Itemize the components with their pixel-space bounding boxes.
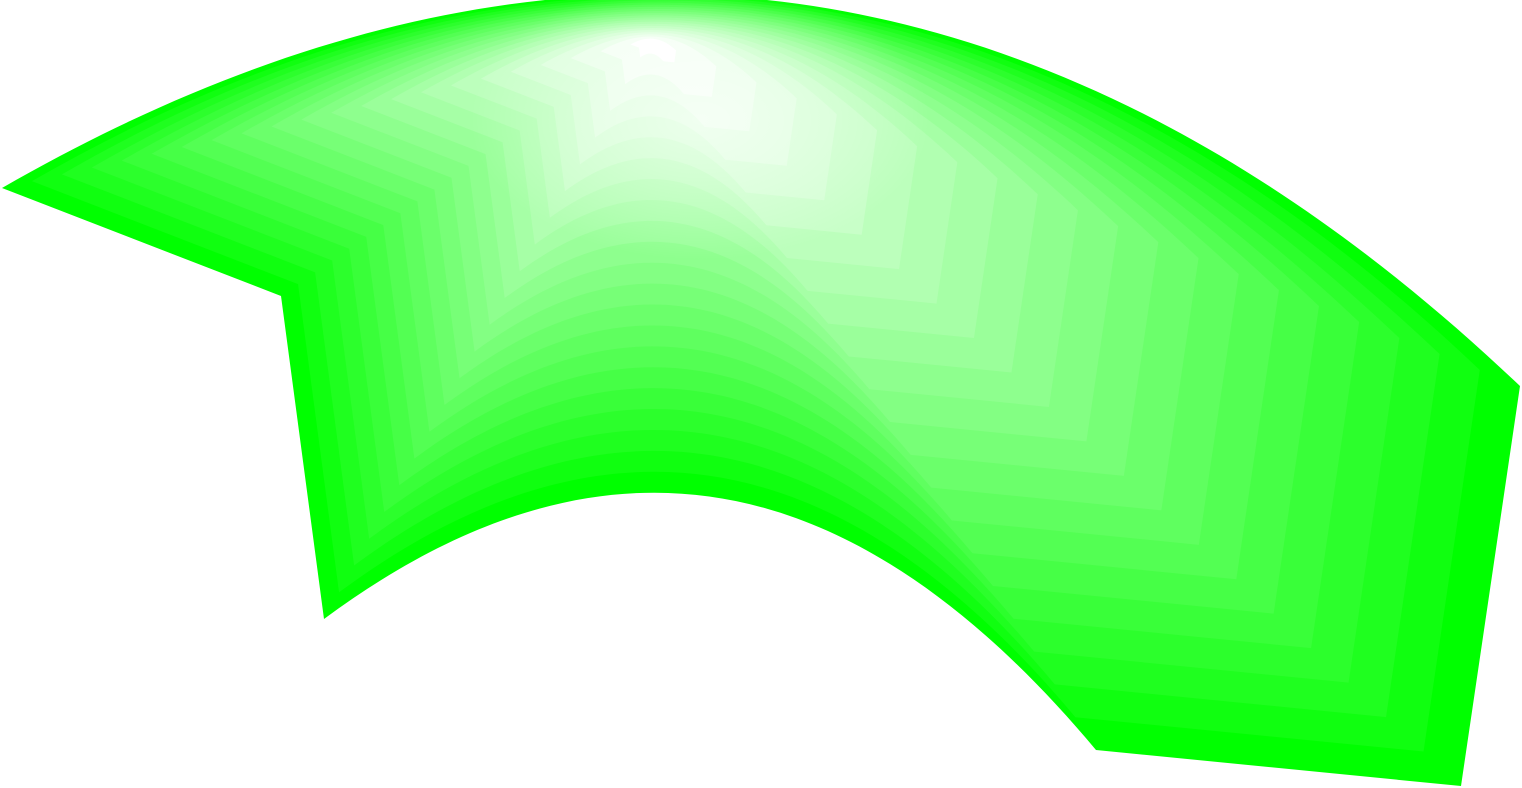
highlight-glow: [470, 0, 930, 260]
